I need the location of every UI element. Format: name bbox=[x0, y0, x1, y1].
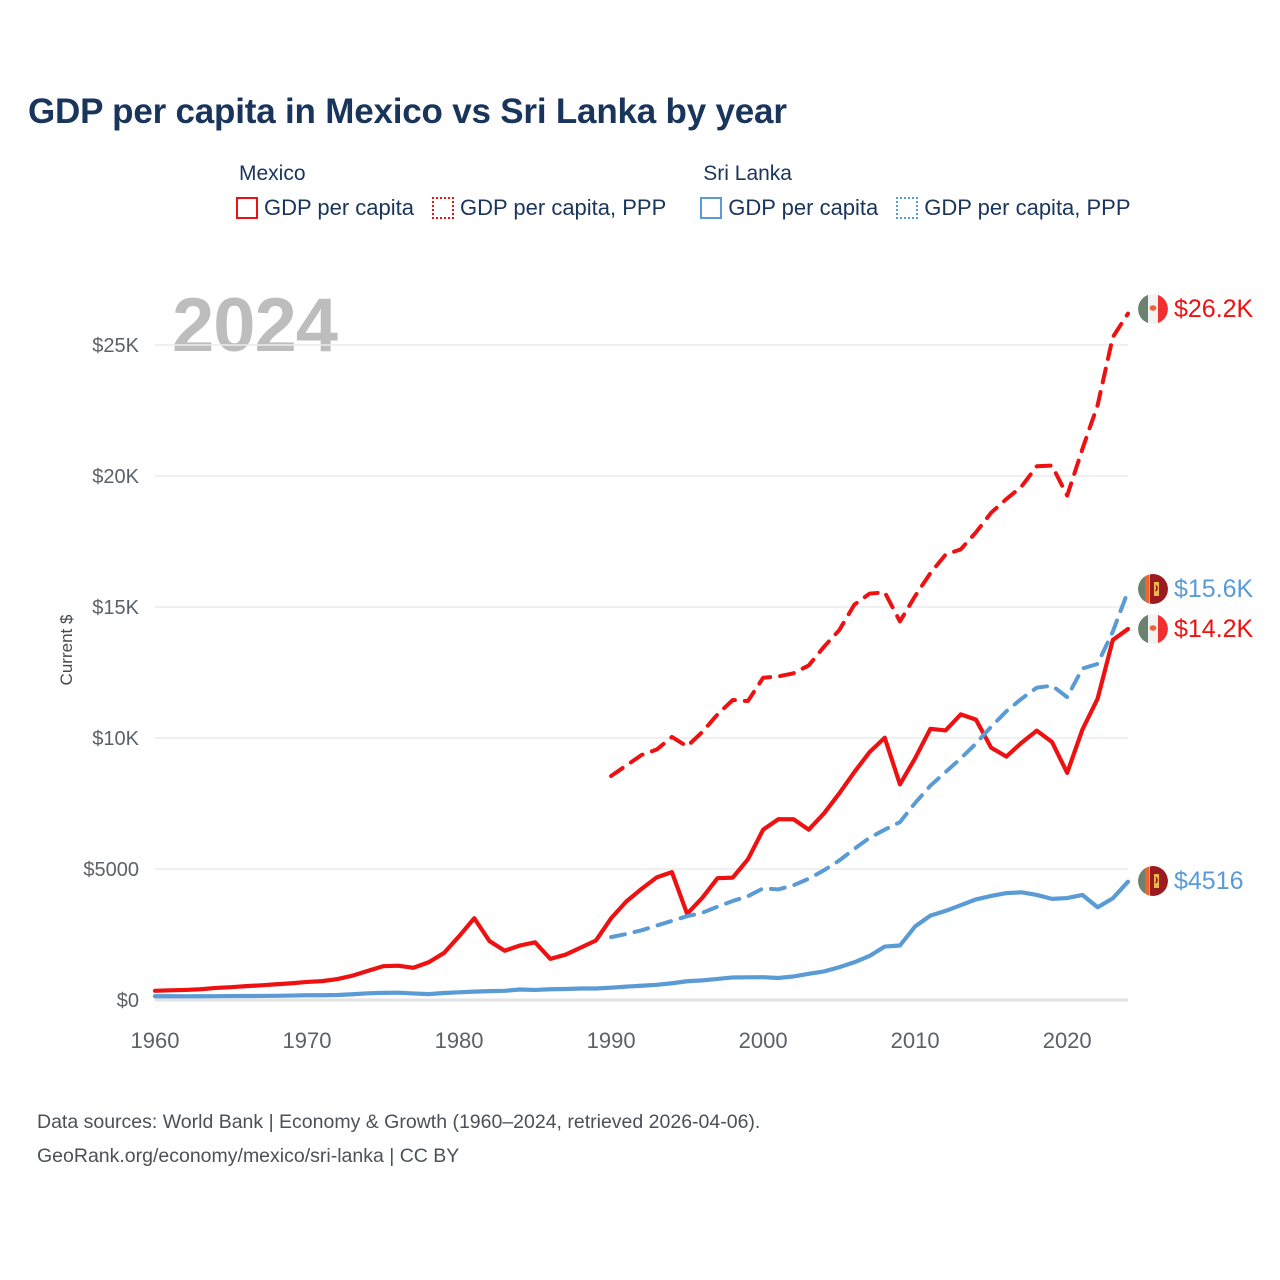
footer-sources: Data sources: World Bank | Economy & Gro… bbox=[37, 1105, 760, 1173]
legend-swatch-dotted-icon bbox=[896, 197, 919, 219]
footer-line-2: GeoRank.org/economy/mexico/sri-lanka | C… bbox=[37, 1145, 460, 1168]
sri-lanka-flag-icon bbox=[1138, 574, 1168, 604]
svg-text:1960: 1960 bbox=[131, 1028, 180, 1053]
legend-swatch-solid-icon bbox=[236, 197, 258, 219]
legend-swatch-solid-icon bbox=[700, 197, 723, 219]
legend-item-mexico-gdp-ppp[interactable]: GDP per capita, PPP bbox=[432, 195, 666, 221]
legend-item-sri-lanka-gdp[interactable]: GDP per capita bbox=[700, 195, 878, 221]
svg-text:$25K: $25K bbox=[92, 335, 139, 357]
page-title: GDP per capita in Mexico vs Sri Lanka by… bbox=[28, 92, 787, 131]
svg-text:$0: $0 bbox=[117, 990, 139, 1012]
svg-text:2010: 2010 bbox=[891, 1028, 940, 1053]
legend-group-sri-lanka: Sri Lanka GDP per capita GDP per capita,… bbox=[700, 162, 1131, 221]
end-label-sri-lanka-ppp: $15.6K bbox=[1138, 574, 1253, 604]
mexico-flag-icon bbox=[1138, 294, 1168, 324]
chart-legend: Mexico GDP per capita GDP per capita, PP… bbox=[236, 162, 1131, 221]
sri-lanka-flag-icon bbox=[1138, 866, 1168, 896]
legend-label-mexico-gdp-ppp: GDP per capita, PPP bbox=[460, 195, 667, 220]
legend-swatch-dotted-icon bbox=[432, 197, 455, 219]
legend-label-sri-lanka-gdp-ppp: GDP per capita, PPP bbox=[924, 195, 1131, 220]
end-value-sri-lanka-gdp: $4516 bbox=[1174, 866, 1244, 895]
svg-text:$10K: $10K bbox=[92, 728, 139, 750]
legend-group-title-sri-lanka: Sri Lanka bbox=[703, 162, 792, 185]
end-value-mexico-ppp: $26.2K bbox=[1174, 294, 1254, 323]
svg-text:$15K: $15K bbox=[92, 597, 139, 619]
svg-text:1990: 1990 bbox=[587, 1028, 636, 1053]
legend-item-sri-lanka-gdp-ppp[interactable]: GDP per capita, PPP bbox=[896, 195, 1131, 221]
footer-line-1: Data sources: World Bank | Economy & Gro… bbox=[37, 1111, 761, 1133]
end-value-sri-lanka-ppp: $15.6K bbox=[1174, 574, 1254, 603]
end-label-mexico-gdp: $14.2K bbox=[1138, 614, 1253, 644]
svg-text:2000: 2000 bbox=[739, 1028, 788, 1053]
svg-text:2020: 2020 bbox=[1043, 1028, 1092, 1053]
svg-text:$20K: $20K bbox=[92, 466, 139, 488]
end-label-sri-lanka-gdp: $4516 bbox=[1138, 866, 1244, 896]
legend-group-title-mexico: Mexico bbox=[239, 162, 306, 185]
end-value-mexico-gdp: $14.2K bbox=[1174, 614, 1254, 643]
legend-group-mexico: Mexico GDP per capita GDP per capita, PP… bbox=[236, 162, 666, 221]
legend-label-mexico-gdp: GDP per capita bbox=[264, 195, 415, 220]
svg-text:$5000: $5000 bbox=[83, 859, 139, 881]
end-label-mexico-ppp: $26.2K bbox=[1138, 294, 1253, 324]
legend-label-sri-lanka-gdp: GDP per capita bbox=[728, 195, 879, 220]
svg-text:1970: 1970 bbox=[283, 1028, 332, 1053]
legend-item-mexico-gdp[interactable]: GDP per capita bbox=[236, 195, 414, 221]
year-watermark: 2024 bbox=[172, 283, 338, 368]
mexico-flag-icon bbox=[1138, 614, 1168, 644]
svg-text:1980: 1980 bbox=[435, 1028, 484, 1053]
